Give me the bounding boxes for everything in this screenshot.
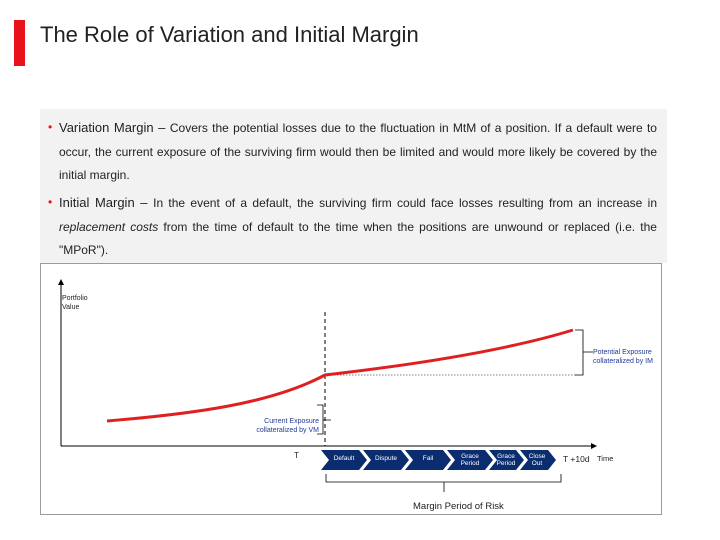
bullet-lead: Variation Margin xyxy=(59,120,154,135)
bullet-initial-margin: • Initial Margin – In the event of a def… xyxy=(48,191,657,263)
slide-title: The Role of Variation and Initial Margin xyxy=(40,22,419,47)
diagram-canvas xyxy=(58,279,597,492)
t-plus-10d-label: T +10d xyxy=(563,454,590,464)
step-dispute-chevron xyxy=(363,450,409,470)
step-fail-label: Fail xyxy=(422,455,434,462)
current-exposure-label: Current Exposure collateralized by VM xyxy=(256,418,319,434)
bullet-text-after: from the time of default to the time whe… xyxy=(59,219,657,258)
bullet-variation-margin: • Variation Margin – Covers the potentia… xyxy=(48,116,657,188)
time-axis-label: Time xyxy=(597,454,614,463)
bullet-text-before: In the event of a default, the surviving… xyxy=(153,196,657,210)
bullet-separator: – xyxy=(134,195,154,210)
ce-bracket xyxy=(317,404,331,435)
step-close-out-chevron xyxy=(520,450,556,470)
bullet-text-italic: replacement costs xyxy=(59,219,159,234)
step-default-label: Default xyxy=(333,455,355,462)
text-panel: • Variation Margin – Covers the potentia… xyxy=(40,109,667,263)
mpor-label: Margin Period of Risk xyxy=(413,501,504,512)
margin-diagram: Portfolio Value Potential Exposure colla… xyxy=(40,263,662,515)
step-grace-period-1-chevron xyxy=(447,450,493,470)
step-fail-chevron xyxy=(405,450,451,470)
bullet-dot-icon: • xyxy=(48,195,53,209)
y-axis-label: Portfolio Value xyxy=(62,295,88,311)
bullet-lead: Initial Margin xyxy=(59,195,135,210)
t-label: T xyxy=(294,451,299,460)
exposure-curve xyxy=(106,328,574,423)
step-default-chevron xyxy=(321,450,367,470)
step-close-out-label: Close Out xyxy=(528,453,546,467)
step-grace-period-2-label: Grace Period xyxy=(496,453,516,467)
step-grace-period-1-label: Grace Period xyxy=(460,453,480,467)
bullet-dot-icon: • xyxy=(48,120,53,134)
bullet-text: Covers the potential losses due to the f… xyxy=(59,121,657,182)
step-grace-period-2-chevron xyxy=(489,450,524,470)
bullet-separator: – xyxy=(153,120,170,135)
potential-exposure-label: Potential Exposure collateralized by IM xyxy=(593,349,653,365)
title-accent-bar xyxy=(14,20,25,66)
pe-bracket xyxy=(575,329,593,376)
step-dispute-label: Dispute xyxy=(374,455,398,462)
mpor-bracket xyxy=(325,474,562,492)
